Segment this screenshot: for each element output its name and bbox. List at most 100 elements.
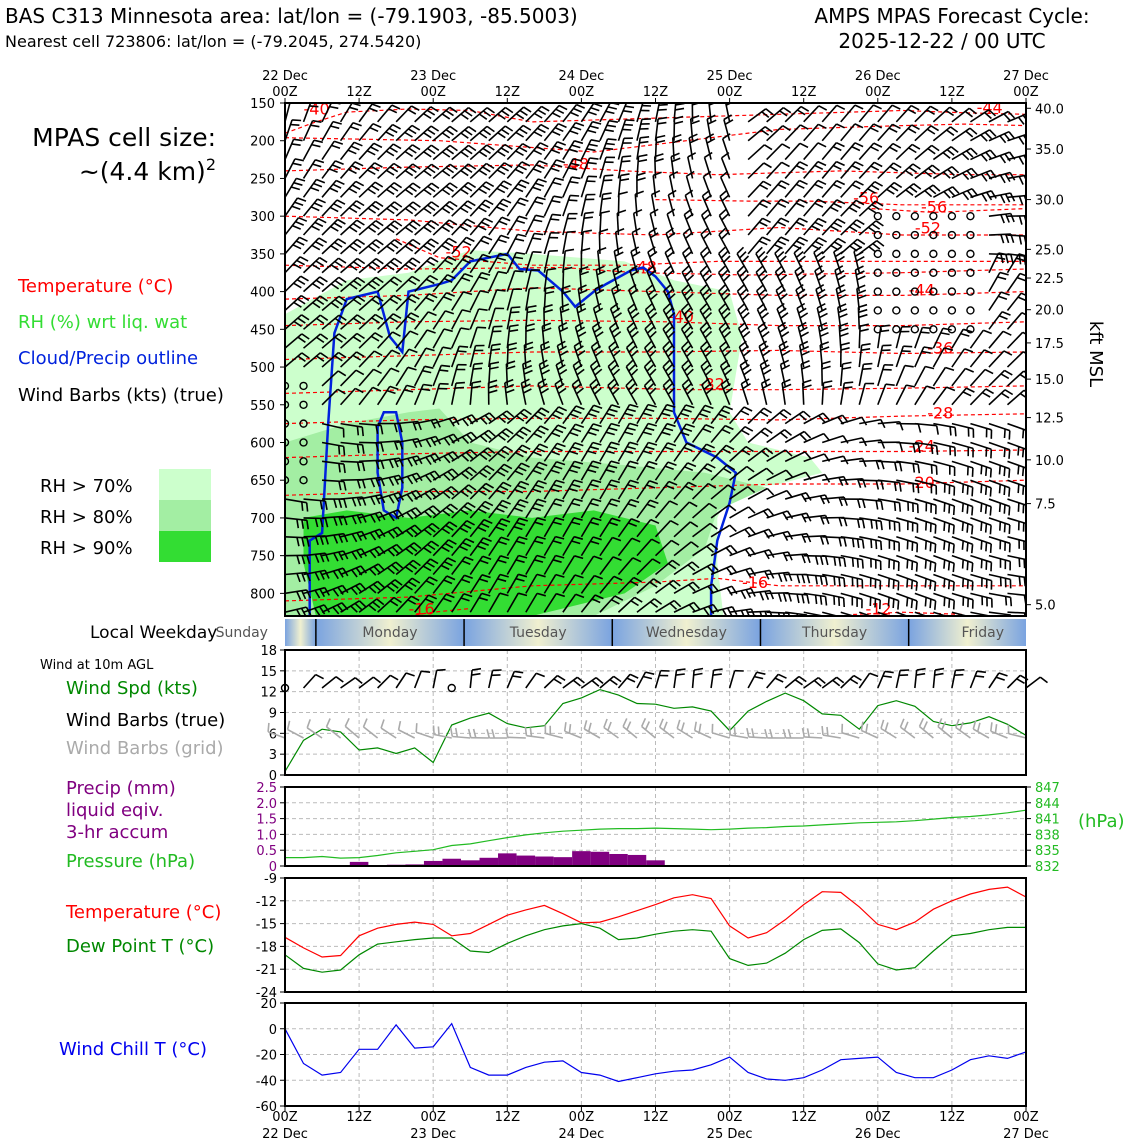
profile-barb-flag [620,173,630,177]
profile-barb-flag [460,113,469,120]
profile-barb-flag [341,585,349,594]
profile-barb-flag [488,389,498,394]
y-tick-label: 9 [269,707,277,722]
profile-barb-flag [610,364,618,372]
calm-wind-circle [966,287,975,296]
profile-barb-flag [571,144,581,149]
profile-barb-flag [496,206,505,212]
profile-barb [1006,273,1021,293]
profile-barb-flag [316,336,325,344]
profile-barb-flag [856,275,866,281]
profile-barb [718,234,731,255]
grid-wind-barb-flag [380,719,385,729]
profile-barb-flag [854,123,864,129]
profile-barb-flag [1004,369,1013,376]
profile-barb-flag [515,433,525,440]
profile-barb [1007,422,1026,432]
profile-barb-flag [388,477,395,486]
profile-barb-flag [553,465,563,470]
profile-barb [692,502,710,519]
profile-barb-flag [757,251,766,259]
profile-barb [377,124,394,142]
profile-barb-flag [477,508,487,514]
profile-barb-flag [314,589,321,599]
local-weekday-label: Local Weekday [90,623,217,643]
profile-barb-flag [338,498,343,509]
profile-barb [784,179,801,198]
profile-barb-flag [844,381,854,384]
profile-barb-flag [386,188,395,195]
profile-barb-flag [670,152,680,158]
profile-barb-flag [551,149,561,154]
profile-barb-flag [856,558,859,568]
profile-barb-flag [465,236,475,243]
profile-barb [469,364,475,387]
profile-barb-flag [998,314,1008,320]
profile-barb-flag [576,302,586,309]
profile-barb [321,602,343,613]
profile-barb-flag [495,507,505,513]
profile-barb-flag [824,596,828,606]
profile-barb-flag [488,412,497,420]
profile-barb-flag [633,208,643,215]
profile-barb-flag [667,312,676,320]
profile-barb-flag [985,151,993,160]
profile-barb [1025,442,1026,444]
profile-barb-flag [332,606,340,615]
profile-barb [340,582,361,595]
profile-barb-flag [761,111,770,119]
profile-barb-flag [607,138,617,141]
profile-barb-flag [412,559,421,567]
profile-barb-flag [657,116,668,120]
profile-barb [540,345,546,368]
profile-barb-flag [411,105,420,112]
profile-barb-flag [630,368,639,376]
profile-barb-flag [702,326,710,334]
profile-barb-flag [498,503,508,509]
profile-barb-flag [503,463,513,470]
profile-barb-flag [970,167,979,176]
profile-barb-flag [766,487,775,496]
profile-barb [784,106,802,123]
profile-barb-flag [411,144,421,151]
profile-barb-flag [510,311,520,314]
true-wind-barb-flag [642,675,653,680]
profile-barb-flag [534,521,544,526]
profile-barb [673,404,687,425]
profile-barb [450,383,457,405]
profile-barb [801,382,805,405]
profile-barb [303,352,321,368]
profile-barb [544,103,546,104]
profile-barb-flag [319,518,324,528]
profile-barb [580,536,594,557]
profile-barb [840,103,842,104]
profile-barb [840,219,858,236]
profile-barb-flag [329,105,339,110]
profile-barb-flag [933,581,937,592]
profile-barb-flag [664,427,674,432]
profile-barb [488,271,499,292]
profile-barb-flag [478,471,488,478]
profile-barb-flag [686,170,695,177]
profile-barb [470,103,472,104]
profile-barb [451,273,466,293]
profile-barb-flag [537,480,547,485]
true-wind-barb [543,675,558,689]
profile-barb-flag [629,422,639,427]
profile-barb-flag [504,106,514,114]
profile-barb [840,199,857,217]
profile-barb-flag [538,461,548,467]
profile-barb [432,255,449,274]
profile-barb-flag [610,479,621,484]
profile-barb [877,143,894,161]
grid-wind-barb-flag [733,726,737,736]
profile-barb-flag [1009,597,1013,607]
profile-barb-flag [746,465,755,473]
profile-barb [655,599,675,613]
profile-barb-flag [723,349,732,357]
profile-barb [469,519,485,538]
profile-barb-flag [943,559,946,569]
profile-barb-flag [738,340,747,348]
profile-barb [766,106,784,123]
